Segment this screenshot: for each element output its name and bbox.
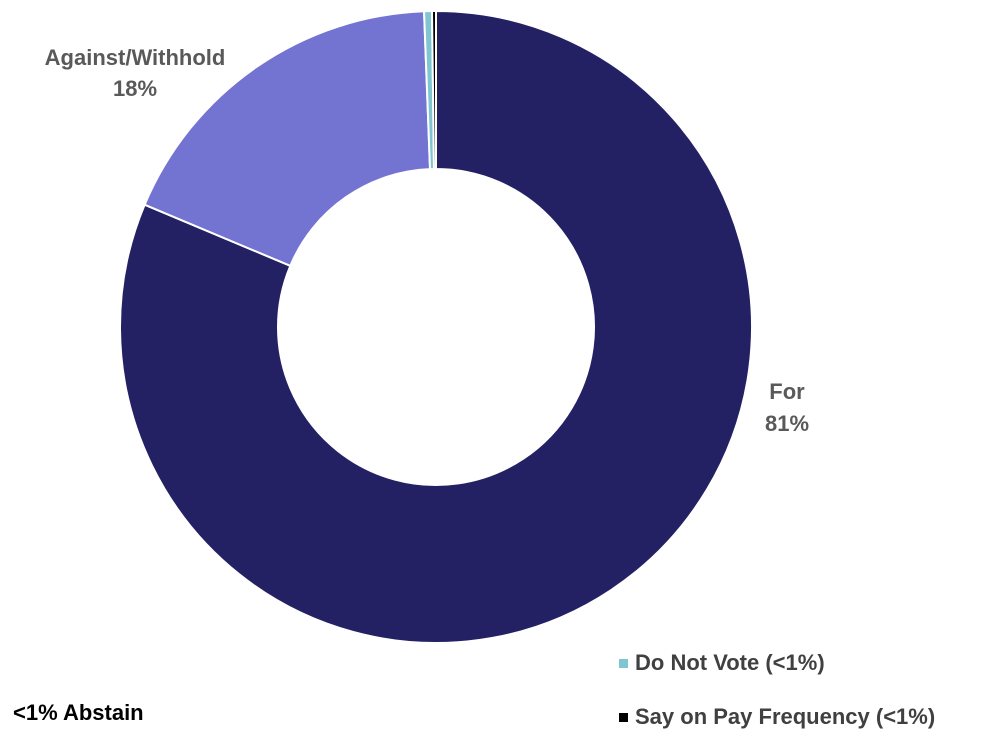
donut-slice-for (119, 9, 753, 644)
legend-label-do-not-vote: Do Not Vote (<1%) (635, 650, 825, 675)
donut-slices (119, 9, 753, 644)
legend-swatch-do-not-vote (618, 657, 629, 669)
legend-swatch-say-on-pay-frequency (618, 711, 629, 723)
donut-slice-against-withhold (143, 10, 432, 268)
slice-label-for-value: 81% (765, 411, 809, 436)
slice-label-against-name: Against/Withhold (45, 45, 226, 70)
abstain-annotation: <1% Abstain (13, 700, 144, 725)
slice-label-for-name: For (769, 379, 805, 404)
slice-label-against-value: 18% (113, 76, 157, 101)
legend-label-say-on-pay-frequency: Say on Pay Frequency (<1%) (635, 704, 936, 729)
legend-item-do-not-vote: Do Not Vote (<1%) (618, 650, 825, 676)
donut-slice-say-on-pay-frequency (431, 9, 437, 171)
legend-item-say-on-pay-frequency: Say on Pay Frequency (<1%) (618, 704, 935, 730)
